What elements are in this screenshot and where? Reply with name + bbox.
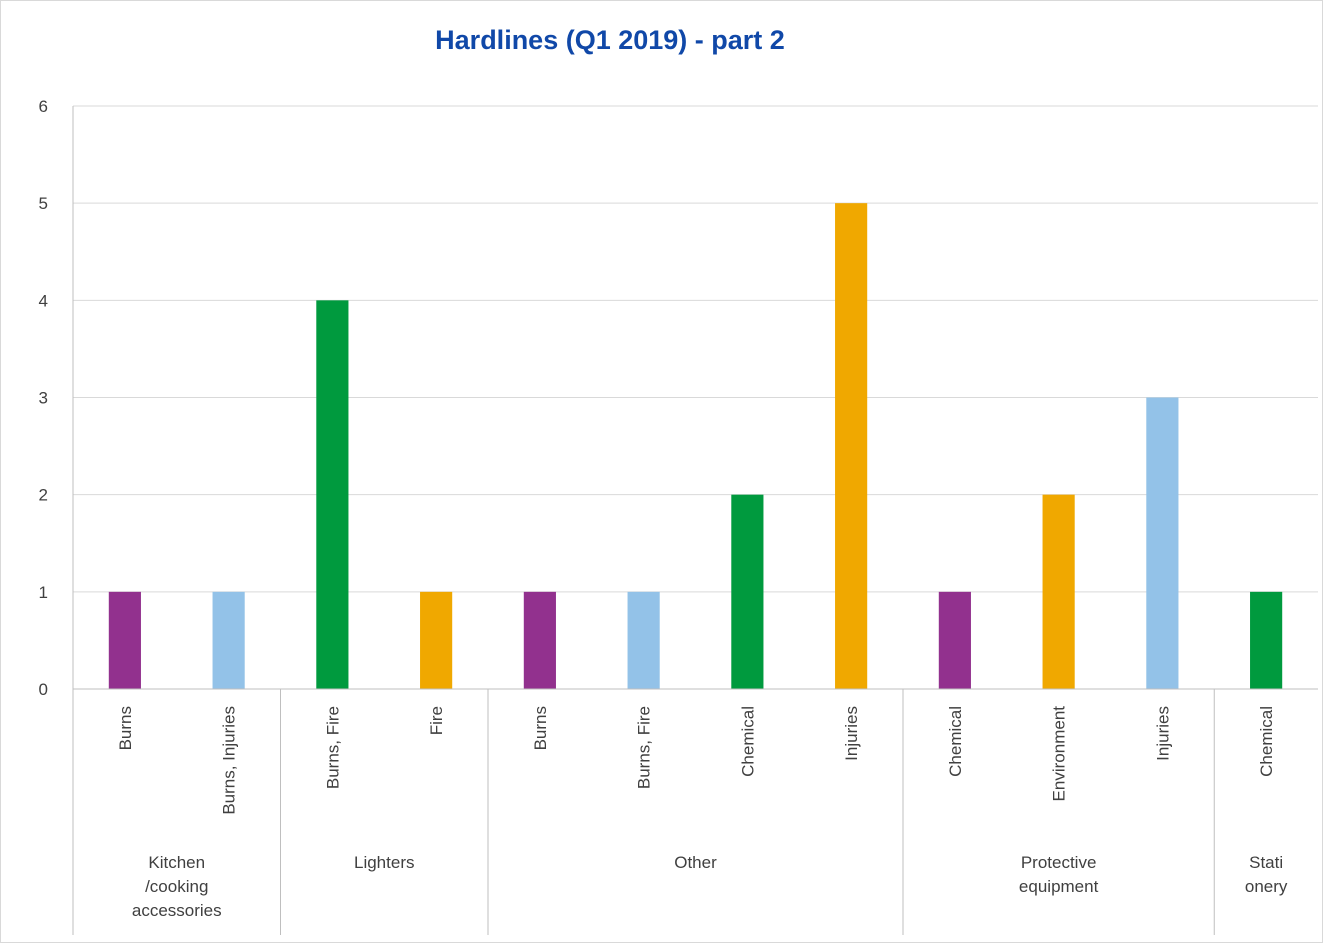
- group-label: onery: [1245, 877, 1288, 896]
- category-label: Environment: [1050, 706, 1069, 802]
- group-label: equipment: [1019, 877, 1099, 896]
- category-label: Injuries: [842, 706, 861, 761]
- category-label: Injuries: [1153, 706, 1172, 761]
- bar: [627, 591, 660, 689]
- bar: [1042, 494, 1075, 689]
- chart-title: Hardlines (Q1 2019) - part 2: [435, 25, 785, 55]
- bars: [108, 203, 1283, 689]
- y-tick-label: 4: [39, 291, 48, 310]
- group-label: Other: [674, 853, 717, 872]
- y-tick-label: 3: [39, 389, 48, 408]
- bar: [1250, 591, 1283, 689]
- category-label: Chemical: [946, 706, 965, 777]
- y-tick-label: 5: [39, 194, 48, 213]
- bar: [108, 591, 141, 689]
- y-tick-label: 0: [39, 680, 48, 699]
- bar: [731, 494, 764, 689]
- y-tick-label: 2: [39, 486, 48, 505]
- group-label: Kitchen: [148, 853, 205, 872]
- y-tick-label: 6: [39, 97, 48, 116]
- bar: [316, 300, 349, 689]
- bar: [523, 591, 556, 689]
- gridlines: [73, 105, 1318, 593]
- category-label: Burns: [531, 706, 550, 750]
- group-label: Stati: [1249, 853, 1283, 872]
- group-labels: Kitchen/cooking accessories Lighters Other P…: [132, 853, 1288, 920]
- group-label: Lighters: [354, 853, 414, 872]
- bar: [212, 591, 245, 689]
- category-label: Burns, Fire: [635, 706, 654, 789]
- x-axis: [72, 106, 1318, 935]
- bar: [420, 591, 453, 689]
- group-label: Protective: [1021, 853, 1097, 872]
- category-label: Burns, Injuries: [220, 706, 239, 815]
- group-label: accessories: [132, 901, 222, 920]
- group-label: /cooking: [145, 877, 208, 896]
- category-label: Chemical: [738, 706, 757, 777]
- bar: [1146, 397, 1179, 689]
- bar: [938, 591, 971, 689]
- category-labels: Burns Burns, Injuries Burns, Fire Fire Burns…: [116, 706, 1276, 815]
- bar: [835, 203, 868, 689]
- category-label: Burns, Fire: [323, 706, 342, 789]
- category-label: Chemical: [1257, 706, 1276, 777]
- y-axis-ticks: 0 1 2 3 4 5 6: [39, 97, 48, 699]
- category-label: Fire: [427, 706, 446, 735]
- category-label: Burns: [116, 706, 135, 750]
- y-tick-label: 1: [39, 583, 48, 602]
